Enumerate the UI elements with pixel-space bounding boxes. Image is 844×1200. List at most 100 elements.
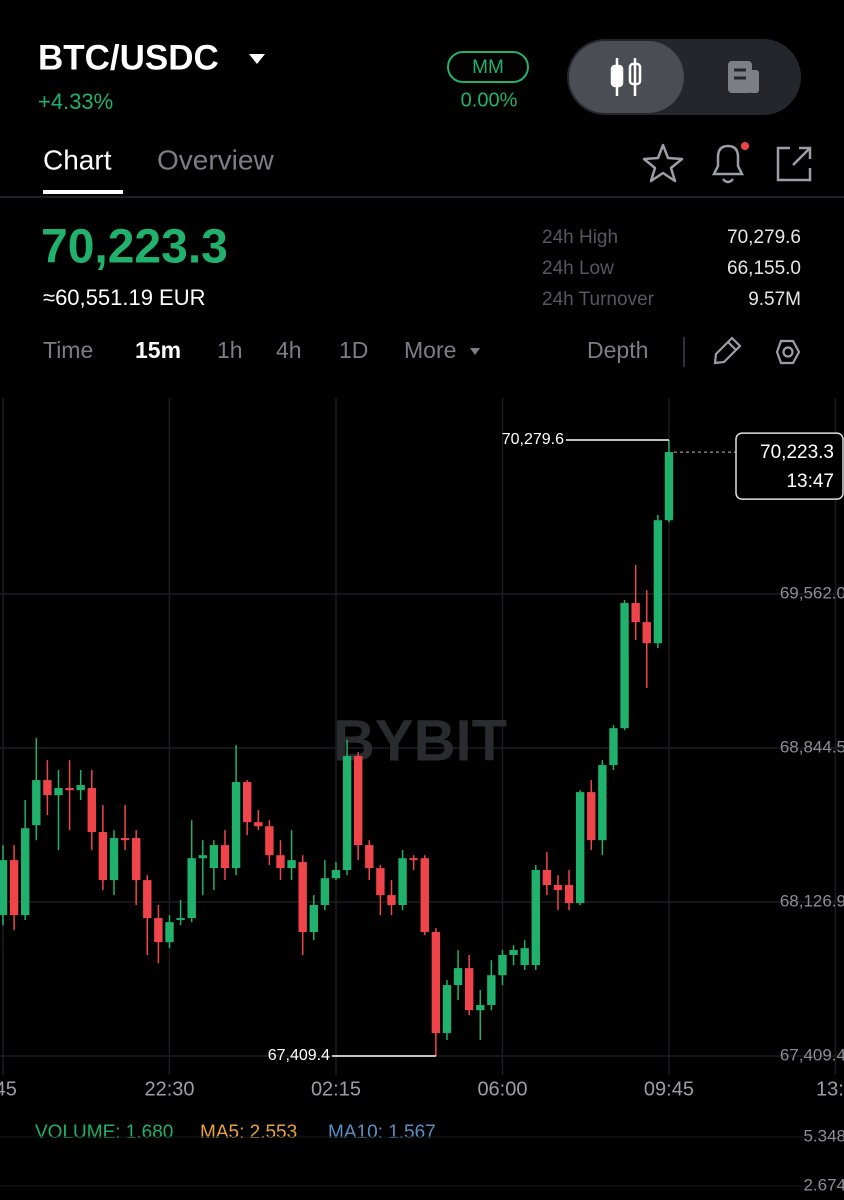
high-label: 70,279.6 <box>502 431 564 448</box>
candle-body <box>120 838 130 841</box>
interval-more[interactable]: More <box>404 337 456 363</box>
candle-body <box>376 868 385 896</box>
candle-body <box>265 826 274 856</box>
tab-overview[interactable]: Overview <box>157 144 274 175</box>
x-tick-label: 09:45 <box>644 1078 694 1100</box>
mm-label[interactable]: MM <box>472 57 504 78</box>
candle-body <box>498 955 507 976</box>
candle-body <box>54 788 63 796</box>
candle-body <box>587 792 596 841</box>
candle-body <box>131 838 141 881</box>
pair-title[interactable]: BTC/USDC <box>38 38 219 77</box>
y-tick-label: 67,409.4 <box>780 1045 844 1064</box>
alert-icon[interactable] <box>711 144 745 184</box>
info-view-button[interactable] <box>728 61 759 93</box>
candle-body <box>520 948 529 966</box>
candle-body <box>20 828 30 916</box>
candle-body <box>242 782 252 823</box>
candle-body <box>98 832 108 881</box>
candle-body <box>631 603 640 623</box>
tab-chart[interactable]: Chart <box>43 144 112 175</box>
change: +4.33% <box>38 89 113 114</box>
y-tick-label: 68,126.9 <box>780 892 844 911</box>
converted-price: ≈60,551.19 EUR <box>43 285 206 310</box>
candle-body <box>365 845 374 869</box>
candle-body <box>331 870 341 879</box>
interval[interactable]: 4h <box>276 337 302 363</box>
candle-body <box>553 885 563 890</box>
pair-dropdown[interactable] <box>249 54 265 64</box>
stat-label: 24h Turnover <box>542 289 655 310</box>
candle-body <box>420 858 429 933</box>
settings-icon[interactable] <box>775 339 801 365</box>
candle-body <box>342 756 352 871</box>
candle-body <box>453 968 463 986</box>
candle-body <box>476 1005 485 1011</box>
candle-body <box>109 838 119 881</box>
interval[interactable]: 1h <box>217 337 243 363</box>
candle-body <box>353 756 363 846</box>
candle-body <box>564 885 574 904</box>
candle-body <box>509 950 518 956</box>
candle-body <box>598 765 607 841</box>
volume-tick-label: 5.348 <box>803 1126 844 1145</box>
interval[interactable]: 1D <box>339 337 368 363</box>
y-tick-label: 68,844.5 <box>780 737 844 756</box>
chart: :45 22:30 02:15 06:00 09:45 13:3 67,409.4 68,12… <box>0 398 844 1194</box>
candle-icon <box>610 58 642 96</box>
y-tick-label: 69,562.0 <box>780 584 844 603</box>
last-price-label: 70,223.3 <box>760 442 834 463</box>
candle-body <box>664 452 674 521</box>
candle-body <box>87 788 96 833</box>
candle-body <box>442 985 452 1034</box>
candle-body <box>409 858 418 861</box>
candle-body <box>9 860 19 916</box>
stat-label: 24h High <box>542 227 618 248</box>
tab-underline <box>43 190 123 194</box>
interval[interactable]: Time <box>43 337 93 363</box>
x-tick-label: 13:3 <box>816 1078 844 1100</box>
interval-selected[interactable]: 15m <box>135 337 181 363</box>
volume-legend: VOLUME: 1.680 <box>35 1122 173 1143</box>
x-tick-label: 02:15 <box>311 1078 361 1100</box>
candle-body <box>43 780 52 796</box>
mm-pill[interactable] <box>447 51 529 83</box>
candle-body <box>209 845 219 869</box>
candle-body <box>542 870 552 886</box>
countdown-label: 13:47 <box>786 471 834 492</box>
candle-body <box>287 860 296 869</box>
stat-value: 9.57M <box>748 289 801 310</box>
candle-body <box>276 855 285 869</box>
candle-view-button[interactable] <box>569 41 684 113</box>
candle-body <box>143 880 152 919</box>
candle-body <box>320 878 330 906</box>
candle-body <box>642 622 651 644</box>
draw-tool-icon[interactable] <box>713 336 742 365</box>
candle-body <box>0 860 8 916</box>
favorite-icon[interactable] <box>642 143 684 183</box>
x-tick-label: :45 <box>0 1078 17 1100</box>
x-tick-label: 22:30 <box>144 1078 194 1100</box>
candle-body <box>387 895 396 906</box>
candle-body <box>32 780 41 826</box>
candle-body <box>431 932 441 1034</box>
candle-body <box>154 918 163 943</box>
volume-legend: MA5: 2.553 <box>200 1122 297 1143</box>
stat-label: 24h Low <box>542 258 614 279</box>
share-icon[interactable] <box>776 146 812 182</box>
low-label: 67,409.4 <box>268 1047 330 1064</box>
candle-body <box>298 862 307 933</box>
last-price-tag <box>735 432 844 500</box>
last-price: 70,223.3 <box>41 221 228 274</box>
candle-body <box>187 858 196 919</box>
candle-body <box>398 858 407 906</box>
candle-body <box>198 855 207 859</box>
mm-value: 0.00% <box>461 89 518 111</box>
candle-body <box>76 785 85 791</box>
candle-body <box>609 728 618 766</box>
candle-body <box>231 782 241 869</box>
depth-button[interactable]: Depth <box>587 337 648 363</box>
candle-body <box>165 922 174 943</box>
